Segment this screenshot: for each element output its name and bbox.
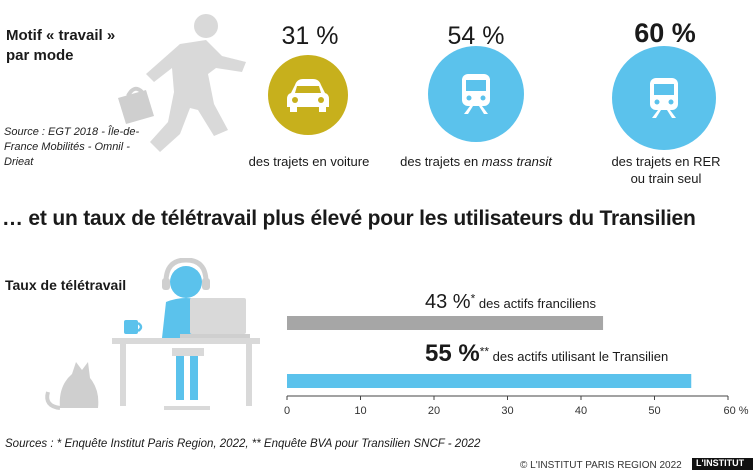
footer-sources: Sources : * Enquête Institut Paris Regio…	[5, 438, 481, 450]
x-tick-label: 10	[354, 405, 366, 417]
car-icon	[287, 79, 329, 112]
mode-2-caption-em: mass transit	[481, 154, 552, 169]
bar-1-value-label: 43 %	[425, 291, 471, 313]
x-tick-label: 50	[648, 405, 660, 417]
mode-1-pct: 31 %	[281, 22, 339, 50]
teletravail-title: Taux de télétravail	[5, 277, 127, 293]
bar-2-value-label: 55 %	[425, 340, 480, 367]
bar-2-label: 55 %** des actifs utilisant le Transilie…	[425, 340, 668, 368]
mode-2-circle	[428, 46, 524, 142]
mode-3-pct: 60 %	[634, 18, 696, 48]
bar-1-label: 43 %* des actifs franciliens	[425, 291, 596, 314]
motif-title: Motif « travail » par mode	[6, 27, 116, 64]
x-tick-label: 60 %	[723, 405, 748, 417]
mode-2-caption: des trajets en mass transit	[388, 153, 564, 170]
mode-1-circle	[268, 55, 348, 135]
x-tick-label: 40	[575, 405, 587, 417]
train-icon	[650, 78, 678, 118]
mode-3-caption: des trajets en RER ou train seul	[611, 154, 721, 186]
headline: … et un taux de télétravail plus élevé p…	[2, 207, 696, 230]
footer-copyright: © L'INSTITUT PARIS REGION 2022	[520, 460, 682, 471]
x-tick-label: 20	[428, 405, 440, 417]
bar-2-marker: **	[479, 344, 490, 359]
commuter-walking-icon	[118, 14, 246, 152]
bar-2-category: des actifs utilisant le Transilien	[492, 349, 669, 364]
bar-1-category: des actifs franciliens	[478, 296, 596, 311]
bar-1-marker: *	[470, 291, 476, 306]
source-top: Source : EGT 2018 - Île-de-France Mobili…	[4, 126, 140, 168]
mode-2-caption-text: des trajets en	[400, 154, 482, 169]
train-icon	[462, 74, 490, 114]
mode-2-pct: 54 %	[447, 22, 505, 50]
x-tick-label: 30	[501, 405, 513, 417]
institut-logo: L'INSTITUT	[692, 458, 753, 470]
bar-1	[287, 316, 604, 330]
x-tick-label: 0	[284, 405, 290, 417]
mode-1-caption: des trajets en voiture	[248, 154, 370, 169]
bar-2	[287, 374, 692, 388]
mode-3-circle	[612, 46, 716, 150]
teletravail-bar-chart: 0 10 20 30 40 50 60 %	[284, 316, 749, 417]
person-laptop-icon	[45, 258, 260, 410]
